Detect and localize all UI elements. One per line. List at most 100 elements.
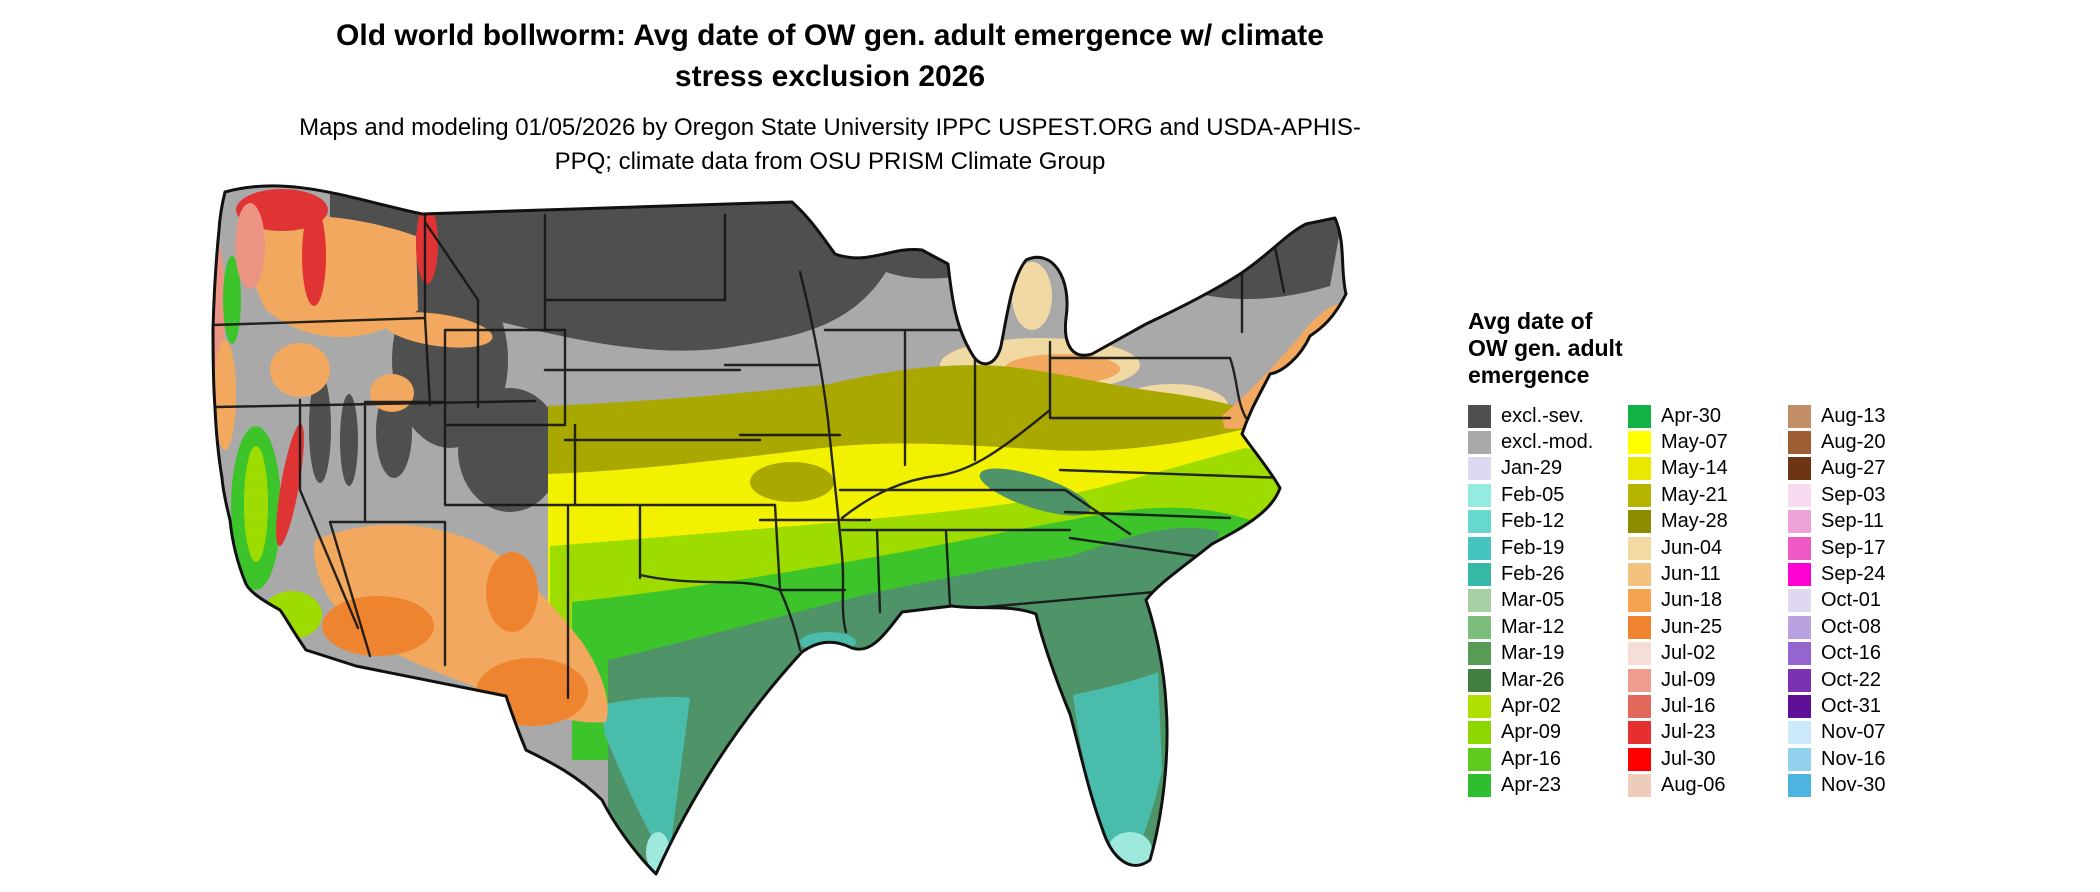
legend-entry: Aug-27 [1788,456,1948,482]
legend-swatch [1468,431,1491,455]
legend-swatch [1468,642,1491,666]
legend-label: Sep-24 [1821,563,1886,586]
legend-label: Sep-11 [1821,510,1885,533]
region-excluded-severe-northeast [1152,212,1342,299]
region-jun-rio-grande [486,552,538,632]
legend-label: Mar-05 [1501,589,1565,612]
legend-swatch [1788,668,1811,692]
legend-label: Sep-17 [1821,536,1886,559]
legend-swatch [1788,721,1811,745]
region-excluded-severe-nevada-ridge2 [340,394,358,486]
legend-swatch [1788,747,1811,771]
state-borders-west [213,213,782,700]
legend-label: Jul-23 [1661,721,1716,744]
legend-entry: excl.-mod. [1468,429,1628,455]
legend-entry: Jul-09 [1628,667,1788,693]
region-may-ozarks [750,462,834,502]
legend-entry: Nov-16 [1788,746,1948,772]
legend-swatch [1788,404,1811,428]
region-excluded-severe-nevada-ridge [309,373,331,483]
legend-entry: Feb-19 [1468,535,1628,561]
legend-label: Feb-26 [1501,563,1565,586]
legend-title-line: emergence [1468,362,1590,388]
figure-header: Old world bollworm: Avg date of OW gen. … [0,16,1660,178]
legend-label: Jun-25 [1661,615,1723,638]
legend-swatch [1468,510,1491,534]
legend-swatch [1788,563,1811,587]
legend-swatch [1628,774,1651,798]
legend-swatch [1628,536,1651,560]
legend-columns: excl.-sev. excl.-mod. Jan-29 Feb-05 Feb-12 Fe… [1468,403,1968,799]
legend-swatch [1788,431,1811,455]
region-jun-arizona-low-desert [322,596,434,656]
legend-label: Nov-07 [1821,721,1886,744]
legend-entry: Aug-20 [1788,429,1948,455]
legend-label: Sep-03 [1821,483,1886,506]
region-jun-southeast-oregon [270,343,330,397]
legend-swatch [1628,747,1651,771]
legend-label: May-07 [1661,431,1728,454]
legend-label: Jul-09 [1661,668,1716,691]
region-jun-columbia-plateau [247,215,418,337]
legend-label: Jan-29 [1501,457,1563,480]
region-jul-cascades [302,206,326,306]
state-borders-east [723,213,1287,652]
legend-entry: May-07 [1628,429,1788,455]
legend-entry: Oct-16 [1788,641,1948,667]
page-subtitle: Maps and modeling 01/05/2026 by Oregon S… [299,114,1361,175]
legend-entry: May-14 [1628,456,1788,482]
legend-swatch [1628,404,1651,428]
legend-entry: Jun-11 [1628,561,1788,587]
legend-label: Feb-19 [1501,536,1565,559]
legend-label: Jun-18 [1661,589,1723,612]
us-outline [211,184,1348,876]
legend-column-2: Apr-30 May-07 May-14 May-21 May-28 Jun-04 Jun-… [1628,403,1788,799]
legend-swatch [1468,694,1491,718]
legend-entry: Feb-26 [1468,561,1628,587]
legend-swatch [1628,457,1651,481]
legend-swatch [1788,642,1811,666]
legend-swatch [1468,457,1491,481]
legend-label: Nov-16 [1821,747,1886,770]
region-jul-north-idaho [416,204,438,284]
legend-label: Oct-08 [1821,615,1882,638]
region-jun-norcal-coast [214,340,236,450]
legend-swatch [1468,589,1491,613]
region-apr-central-coast [231,540,253,630]
legend-swatch [1628,431,1651,455]
legend-entry: May-21 [1628,482,1788,508]
legend-swatch [1468,483,1491,507]
legend-label: Jul-16 [1661,694,1716,717]
region-apr-socal [262,591,322,639]
legend-swatch [1788,510,1811,534]
legend-entry: Aug-13 [1788,403,1948,429]
legend-title: Avg date of OW gen. adult emergence [1468,308,1968,389]
map-regions [213,185,1346,875]
legend-swatch [1468,404,1491,428]
legend-entry: Oct-08 [1788,614,1948,640]
legend-swatch [1628,589,1651,613]
region-apr-willamette [223,256,241,344]
legend-swatch [1468,563,1491,587]
legend-swatch [1628,668,1651,692]
legend-label: Jul-30 [1661,747,1716,770]
legend-entry: Apr-02 [1468,693,1628,719]
legend-entry: Mar-12 [1468,614,1628,640]
region-mar-band-atlantic [1065,527,1220,648]
legend-column-3: Aug-13 Aug-20 Aug-27 Sep-03 Sep-11 Sep-17 Sep-… [1788,403,1948,799]
page-title: Old world bollworm: Avg date of OW gen. … [336,19,1324,93]
legend-swatch [1468,668,1491,692]
legend-label: May-21 [1661,483,1728,506]
legend-title-line: Avg date of [1468,308,1593,334]
legend-entry: Mar-26 [1468,667,1628,693]
legend-entry: Jul-23 [1628,720,1788,746]
legend-label: Oct-01 [1821,589,1882,612]
legend-column-1: excl.-sev. excl.-mod. Jan-29 Feb-05 Feb-12 Fe… [1468,403,1628,799]
legend-entry: Sep-24 [1788,561,1948,587]
legend-entry: Nov-30 [1788,772,1948,798]
legend-entry: Sep-03 [1788,482,1948,508]
legend-entry: Jul-02 [1628,641,1788,667]
legend-label: Apr-30 [1661,404,1722,427]
legend-label: Feb-05 [1501,483,1565,506]
